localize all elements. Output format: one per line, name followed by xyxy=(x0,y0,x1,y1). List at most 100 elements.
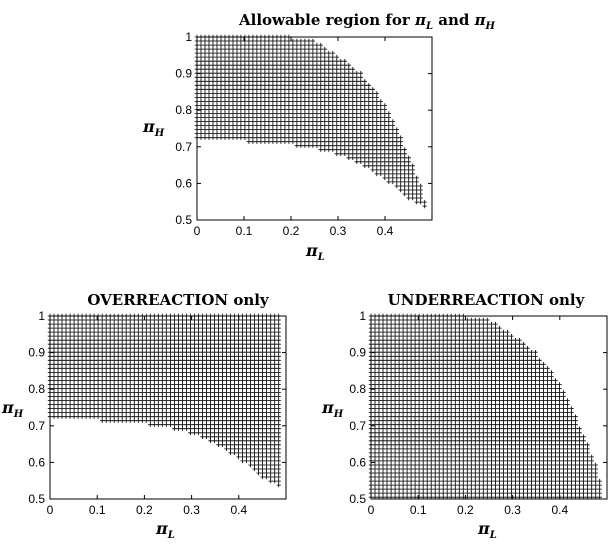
plus-marker xyxy=(437,470,442,476)
plus-marker xyxy=(489,382,494,387)
plus-marker xyxy=(318,131,323,136)
plus-marker xyxy=(91,398,97,403)
plus-marker xyxy=(218,91,224,96)
plus-marker xyxy=(469,342,474,347)
plus-marker xyxy=(310,87,316,92)
plus-marker xyxy=(188,370,193,375)
plus-marker xyxy=(473,394,478,399)
plus-marker xyxy=(384,458,390,464)
plus-marker xyxy=(298,75,304,80)
plus-marker xyxy=(244,430,249,435)
plus-marker xyxy=(398,135,403,140)
plus-marker xyxy=(394,183,399,189)
plus-marker xyxy=(477,338,482,343)
plus-marker xyxy=(441,321,446,327)
plus-marker xyxy=(441,446,446,452)
plus-marker xyxy=(218,127,224,132)
plus-marker xyxy=(489,438,494,443)
plus-marker xyxy=(322,139,327,144)
plus-marker xyxy=(264,394,269,399)
plus-marker xyxy=(226,115,232,120)
plus-marker xyxy=(140,358,145,363)
plus-marker xyxy=(104,374,109,379)
plus-marker xyxy=(216,329,221,335)
plus-marker xyxy=(160,325,165,331)
plus-marker xyxy=(421,366,426,371)
plus-marker xyxy=(416,325,422,331)
plus-marker xyxy=(100,402,105,407)
plus-marker xyxy=(124,321,129,327)
plus-marker xyxy=(489,346,494,351)
plus-marker xyxy=(95,346,101,351)
plus-marker xyxy=(392,446,398,452)
plus-marker xyxy=(204,354,209,359)
plus-marker xyxy=(112,414,117,419)
plus-marker xyxy=(188,329,193,335)
plus-marker xyxy=(461,329,466,335)
plus-marker xyxy=(318,54,323,60)
plus-marker xyxy=(469,454,474,460)
plus-marker xyxy=(394,139,399,144)
plus-marker xyxy=(525,366,530,371)
plus-marker xyxy=(79,329,85,335)
plus-marker xyxy=(104,358,109,363)
plus-marker xyxy=(493,358,498,363)
plus-marker xyxy=(525,350,530,355)
plus-marker xyxy=(433,442,438,447)
plus-marker xyxy=(326,91,331,96)
plus-marker xyxy=(180,370,185,375)
plus-marker xyxy=(457,462,462,468)
plus-marker xyxy=(210,38,216,44)
plus-marker xyxy=(254,103,260,108)
plus-marker xyxy=(262,135,268,140)
plus-marker xyxy=(55,321,61,327)
plus-marker xyxy=(206,99,212,104)
plus-marker xyxy=(180,366,185,371)
plus-marker xyxy=(396,434,402,439)
plus-marker xyxy=(408,422,414,427)
plus-marker xyxy=(206,115,212,120)
plus-marker xyxy=(412,474,418,480)
plus-marker xyxy=(437,482,442,488)
plus-marker xyxy=(272,398,277,403)
plus-marker xyxy=(485,414,490,419)
plus-marker xyxy=(525,422,530,427)
plus-marker xyxy=(521,414,526,419)
plus-marker xyxy=(252,366,257,371)
plus-marker xyxy=(270,107,276,112)
plus-marker xyxy=(370,159,375,164)
plus-marker xyxy=(254,123,260,128)
plus-marker xyxy=(493,382,498,387)
plus-marker xyxy=(216,394,221,399)
plus-marker xyxy=(310,135,316,140)
plus-marker xyxy=(230,59,236,64)
x-axis-label-allowable: πL xyxy=(305,241,325,263)
plus-marker xyxy=(196,430,201,435)
plus-marker xyxy=(254,59,260,64)
plus-marker xyxy=(198,123,204,128)
plus-marker xyxy=(406,183,411,189)
plus-marker xyxy=(236,382,241,387)
plus-marker xyxy=(132,317,137,323)
plus-marker xyxy=(120,406,125,411)
plus-marker xyxy=(246,107,252,112)
plus-marker xyxy=(433,390,438,395)
plus-marker xyxy=(513,422,518,427)
plus-marker xyxy=(358,79,363,84)
plus-marker xyxy=(298,95,304,100)
plus-marker xyxy=(382,127,387,132)
plus-marker xyxy=(525,418,530,423)
plus-marker xyxy=(322,91,327,96)
plus-marker xyxy=(254,99,260,104)
plus-marker xyxy=(120,414,125,419)
plus-marker xyxy=(278,54,284,60)
plus-marker xyxy=(100,378,105,383)
plus-marker xyxy=(272,346,277,351)
plus-marker xyxy=(290,103,296,108)
plus-marker xyxy=(266,87,272,92)
plus-marker xyxy=(268,454,273,460)
plus-marker xyxy=(380,450,386,456)
plus-marker xyxy=(400,442,406,447)
plus-marker xyxy=(378,127,383,132)
plus-marker xyxy=(242,131,248,136)
